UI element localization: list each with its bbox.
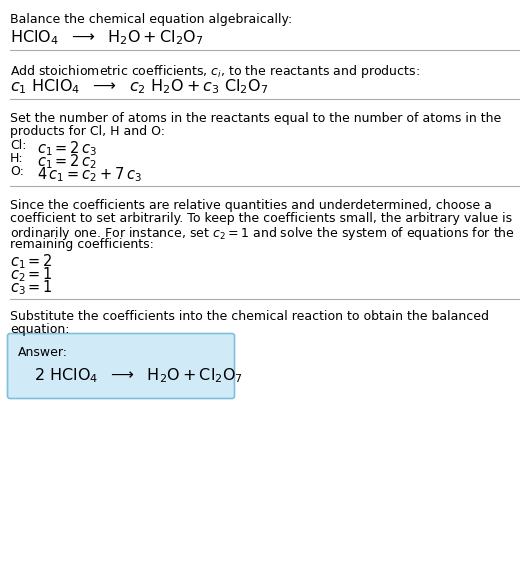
Text: equation:: equation: (10, 323, 69, 336)
Text: $c_1 = 2\,c_2$: $c_1 = 2\,c_2$ (37, 152, 97, 171)
FancyBboxPatch shape (7, 333, 234, 399)
Text: $c_1\ \mathsf{HClO_4}$  $\longrightarrow$  $c_2\ \mathsf{H_2O} + c_3\ \mathsf{Cl: $c_1\ \mathsf{HClO_4}$ $\longrightarrow$… (10, 77, 268, 96)
Text: products for Cl, H and O:: products for Cl, H and O: (10, 125, 165, 138)
Text: $c_1 = 2\,c_3$: $c_1 = 2\,c_3$ (37, 139, 97, 158)
Text: Substitute the coefficients into the chemical reaction to obtain the balanced: Substitute the coefficients into the che… (10, 310, 489, 323)
Text: Set the number of atoms in the reactants equal to the number of atoms in the: Set the number of atoms in the reactants… (10, 112, 501, 125)
Text: Since the coefficients are relative quantities and underdetermined, choose a: Since the coefficients are relative quan… (10, 199, 492, 212)
Text: O:: O: (10, 165, 24, 178)
Text: Balance the chemical equation algebraically:: Balance the chemical equation algebraica… (10, 13, 292, 26)
Text: $4\,c_1 = c_2 + 7\,c_3$: $4\,c_1 = c_2 + 7\,c_3$ (37, 165, 142, 184)
Text: Cl:: Cl: (10, 139, 26, 152)
Text: $c_2 = 1$: $c_2 = 1$ (10, 265, 53, 284)
Text: $c_3 = 1$: $c_3 = 1$ (10, 278, 53, 296)
Text: $c_1 = 2$: $c_1 = 2$ (10, 252, 53, 271)
Text: H:: H: (10, 152, 24, 165)
Text: Answer:: Answer: (18, 346, 68, 359)
Text: $2\ \mathsf{HClO_4}$  $\longrightarrow$  $\mathsf{H_2O + Cl_2O_7}$: $2\ \mathsf{HClO_4}$ $\longrightarrow$ $… (34, 366, 243, 384)
Text: remaining coefficients:: remaining coefficients: (10, 238, 154, 251)
Text: Add stoichiometric coefficients, $c_i$, to the reactants and products:: Add stoichiometric coefficients, $c_i$, … (10, 63, 420, 80)
Text: $\mathsf{HClO_4}$  $\longrightarrow$  $\mathsf{H_2O + Cl_2O_7}$: $\mathsf{HClO_4}$ $\longrightarrow$ $\ma… (10, 28, 204, 47)
Text: coefficient to set arbitrarily. To keep the coefficients small, the arbitrary va: coefficient to set arbitrarily. To keep … (10, 212, 512, 225)
Text: ordinarily one. For instance, set $c_2 = 1$ and solve the system of equations fo: ordinarily one. For instance, set $c_2 =… (10, 225, 515, 242)
